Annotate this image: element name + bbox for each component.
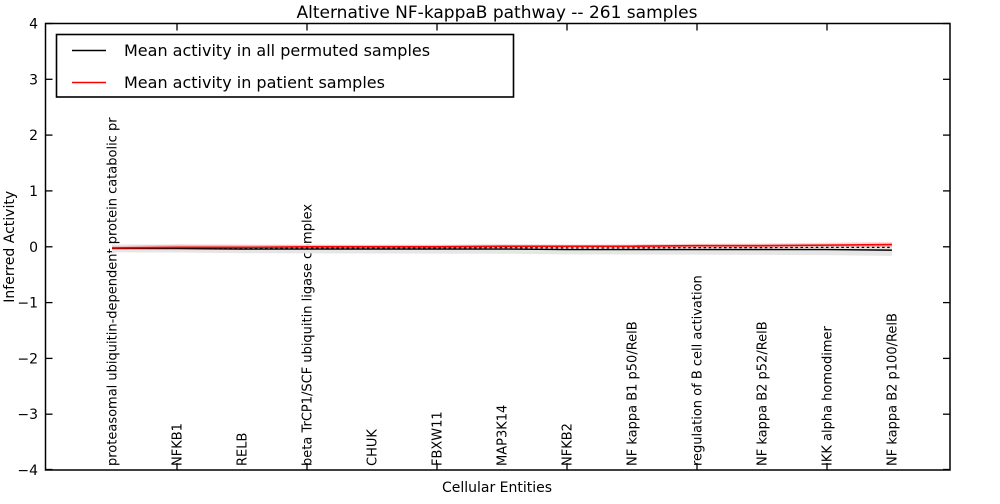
xtick-label: CHUK xyxy=(366,429,381,466)
y-axis-label: Inferred Activity xyxy=(2,191,18,303)
patient-mean-line xyxy=(111,243,893,249)
xtick-label: NF kappa B1 p50/RelB xyxy=(626,321,641,466)
xtick-label: NF kappa B2 p52/RelB xyxy=(756,321,771,466)
ytick-label: −3 xyxy=(17,407,38,423)
ytick-label: −2 xyxy=(17,351,38,367)
ytick-label: 0 xyxy=(29,240,38,256)
ytick-label: 4 xyxy=(29,17,38,33)
legend: Mean activity in all permuted samples Me… xyxy=(55,33,515,98)
ytick-label: −4 xyxy=(17,463,38,479)
y-tick-labels: 4 3 2 1 0 −1 −2 −3 −4 xyxy=(17,17,38,480)
legend-label-permuted: Mean activity in all permuted samples xyxy=(124,41,430,60)
ytick-label: −1 xyxy=(17,296,38,312)
xtick-label: beta TrCP1/SCF ubiquitin ligase complex xyxy=(301,204,316,466)
xtick-label: NFKB1 xyxy=(171,423,186,466)
xtick-label: NFKB2 xyxy=(561,423,576,466)
legend-box xyxy=(55,33,515,98)
xtick-label: regulation of B cell activation xyxy=(691,275,706,466)
ytick-label: 2 xyxy=(29,128,38,144)
x-axis-label: Cellular Entities xyxy=(442,480,552,496)
xtick-label: RELB xyxy=(236,433,251,466)
x-tick-labels: proteasomal ubiquitin-dependent protein … xyxy=(106,117,901,466)
xtick-label: NF kappa B2 p100/RelB xyxy=(886,313,901,466)
permuted-mean-line xyxy=(112,247,893,251)
xtick-label: FBXW11 xyxy=(431,411,446,466)
xtick-label: proteasomal ubiquitin-dependent protein … xyxy=(106,117,121,466)
ytick-label: 3 xyxy=(29,72,38,88)
xtick-label: MAP3K14 xyxy=(496,405,511,466)
xtick-label: IKK alpha homodimer xyxy=(821,325,836,466)
tick-marks xyxy=(45,22,950,471)
permuted-median-dashed-line xyxy=(111,246,892,249)
ytick-label: 1 xyxy=(29,184,38,200)
legend-label-patient: Mean activity in patient samples xyxy=(124,73,385,92)
chart-title: Alternative NF-kappaB pathway -- 261 sam… xyxy=(297,3,698,23)
